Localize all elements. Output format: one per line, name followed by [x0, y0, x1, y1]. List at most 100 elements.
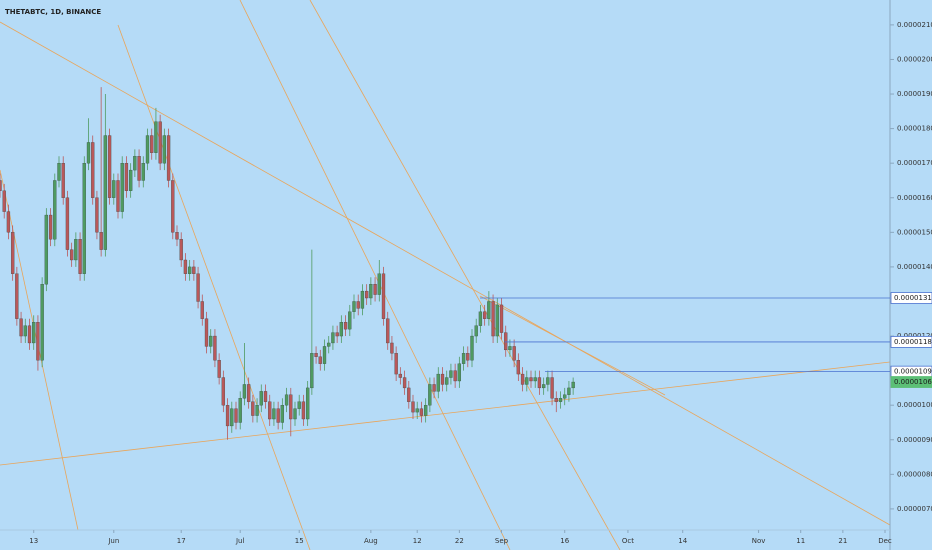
x-tick-label: Aug: [364, 537, 378, 545]
y-tick-label: 0.00001800: [897, 125, 932, 133]
candle-body: [318, 356, 322, 364]
candle-body: [284, 394, 289, 406]
candle-body: [6, 211, 11, 233]
x-tick-label: Oct: [622, 537, 634, 545]
candle-body: [128, 169, 133, 191]
x-tick-label: 12: [413, 537, 422, 545]
candle-body: [423, 405, 428, 416]
x-tick-label: 16: [560, 537, 569, 545]
candle-body: [541, 384, 546, 389]
candle-body: [495, 304, 499, 337]
candle-body: [263, 391, 268, 402]
candle-body: [305, 387, 310, 420]
candle-body: [478, 311, 483, 326]
candle-body: [499, 304, 504, 333]
candle-body: [335, 332, 339, 337]
candle-body: [381, 273, 386, 319]
candle-body: [107, 135, 112, 198]
candle-body: [187, 266, 192, 274]
price-label: 0.00001183: [894, 338, 932, 346]
candle-body: [112, 180, 116, 198]
candle-body: [36, 322, 40, 361]
price-label-box: [890, 292, 932, 304]
x-tick-label: Jul: [235, 537, 245, 545]
candle-body: [386, 318, 390, 344]
candle-body: [57, 163, 61, 181]
candle-body: [457, 363, 462, 382]
candle-body: [268, 401, 272, 420]
candle-body: [221, 377, 226, 406]
candle-body: [546, 377, 550, 385]
y-tick-label: 0.00001000: [897, 401, 932, 409]
candle-body: [200, 301, 204, 319]
trendline: [239, 0, 511, 550]
y-tick-label: 0.00000800: [897, 470, 932, 478]
candle-body: [449, 370, 453, 378]
candle-body: [23, 325, 27, 337]
candle-body: [297, 401, 301, 409]
candle-body: [352, 301, 356, 312]
candle-body: [192, 266, 196, 274]
candle-body: [32, 322, 36, 344]
x-tick-label: 22: [455, 537, 464, 545]
candle-body: [246, 384, 251, 402]
candle-body: [554, 398, 558, 402]
candle-body: [255, 405, 259, 416]
candle-body: [512, 346, 516, 361]
candle-body: [209, 335, 213, 347]
candle-body: [373, 284, 377, 295]
candle-body: [242, 384, 247, 399]
candle-body: [314, 353, 318, 357]
y-tick-label: 0.00000900: [897, 436, 932, 444]
candle-body: [491, 301, 495, 337]
candle-body: [82, 163, 86, 274]
candle-body: [327, 342, 331, 347]
candle-body: [15, 273, 19, 319]
candle-body: [175, 232, 179, 240]
candle-body: [162, 135, 167, 164]
candle-body: [432, 384, 436, 392]
candle-body: [563, 394, 567, 399]
candle-body: [445, 377, 449, 385]
candle-body: [99, 232, 103, 250]
candle-body: [217, 360, 221, 378]
candle-body: [120, 163, 124, 212]
y-tick-label: 0.00000700: [897, 505, 932, 513]
candle-body: [103, 135, 108, 250]
candle-body: [95, 197, 99, 233]
candle-body: [537, 377, 542, 389]
candle-body: [322, 346, 327, 364]
candle-body: [453, 370, 457, 382]
price-label: 0.00001067: [894, 378, 932, 386]
candle-body: [154, 121, 158, 153]
x-tick-label: Dec: [878, 537, 892, 545]
candle-body: [428, 384, 432, 406]
y-tick-label: 0.00001500: [897, 228, 932, 236]
y-tick-label: 0.00001600: [897, 194, 932, 202]
candle-body: [124, 163, 129, 191]
candle-body: [339, 322, 344, 337]
candle-body: [145, 135, 150, 164]
candle-body: [289, 394, 293, 420]
price-label: 0.00001097: [894, 368, 932, 376]
chart-title: THETABTC, 1D, BINANCE: [5, 8, 101, 16]
candle-body: [48, 214, 53, 240]
candle-body: [525, 377, 529, 385]
x-tick-label: Jun: [107, 537, 119, 545]
candle-body: [533, 377, 537, 382]
trendline: [0, 361, 891, 466]
candle-body: [69, 249, 74, 261]
candle-body: [78, 239, 82, 274]
candle-body: [529, 377, 533, 382]
y-tick-label: 0.00002100: [897, 21, 932, 29]
candle-body: [394, 353, 398, 375]
candle-body: [293, 408, 297, 420]
candle-body: [419, 408, 424, 416]
candle-body: [377, 273, 381, 295]
candle-body: [183, 259, 188, 274]
candle-body: [158, 121, 162, 164]
